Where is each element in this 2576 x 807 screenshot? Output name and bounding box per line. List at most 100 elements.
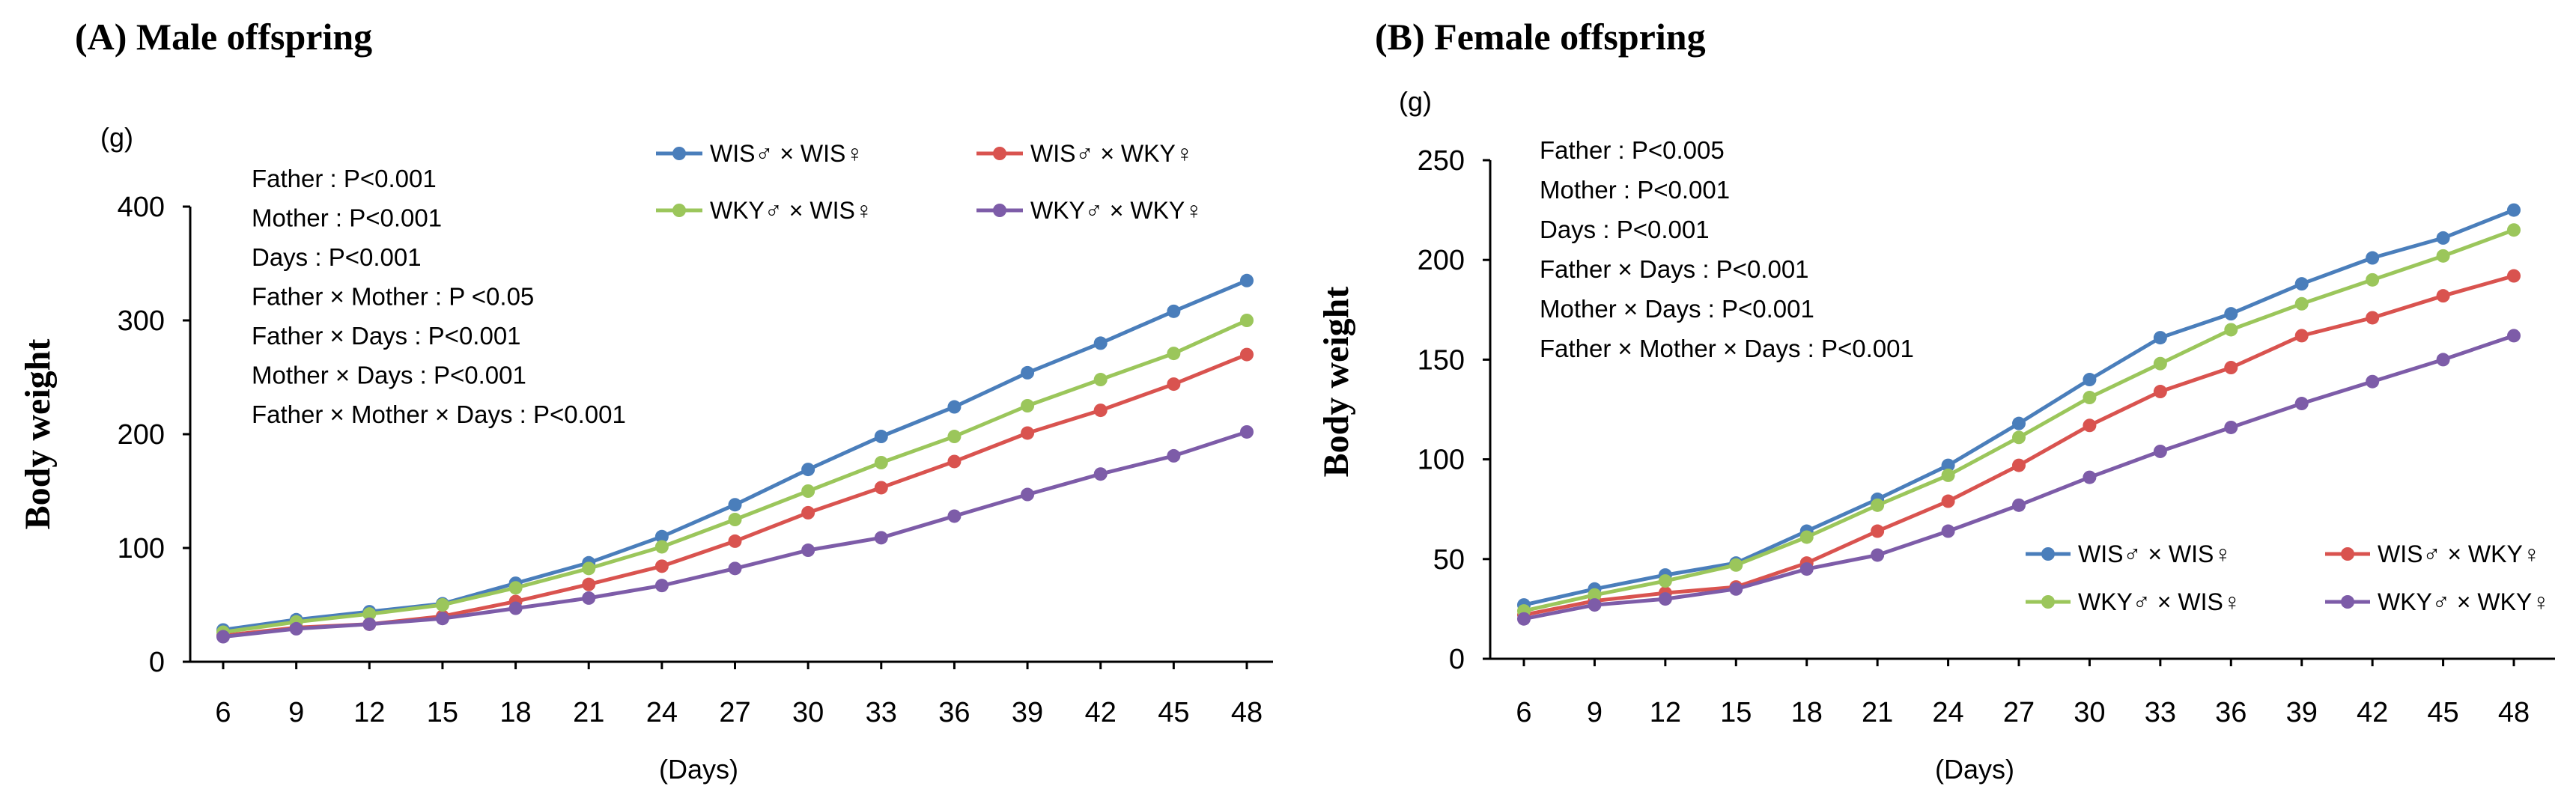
- x-tick-label: 48: [1231, 697, 1263, 728]
- data-point: [1240, 314, 1254, 327]
- panel-b-stats: Father : P<0.005 Mother : P<0.001 Days : P…: [1540, 136, 1914, 362]
- stat-line: Father × Days : P<0.001: [1540, 255, 1809, 283]
- legend-label: WIS♂ × WKY♀: [1030, 140, 1194, 167]
- series-line: [222, 430, 1248, 639]
- data-point: [1021, 399, 1035, 412]
- data-point: [947, 400, 962, 414]
- panel-a-title: (A) Male offspring: [75, 16, 372, 58]
- data-point: [2436, 249, 2450, 263]
- data-point: [2507, 203, 2521, 217]
- x-tick-label: 18: [1791, 697, 1823, 728]
- panel-b-plot: 0 50 100 150 200 250 6 9 12 15 18 21 24 27 30 33 36 39 42 4…: [1418, 145, 2555, 728]
- data-point: [1021, 426, 1035, 440]
- data-point: [2083, 391, 2097, 405]
- x-tick-label: 45: [2427, 697, 2458, 728]
- legend-marker: [2341, 595, 2354, 609]
- x-tick-label: 30: [792, 697, 824, 728]
- x-tick-label: 48: [2498, 697, 2530, 728]
- panel-b: (B) Female offspring (g) Body weight (Da…: [1316, 16, 2555, 785]
- x-tick-label: 42: [2357, 697, 2388, 728]
- data-point: [1871, 548, 1885, 562]
- legend-marker: [2041, 595, 2055, 609]
- data-point: [2294, 329, 2309, 343]
- panel-a-x-axis-label: (Days): [659, 754, 738, 785]
- x-tick-label: 24: [646, 697, 678, 728]
- legend-label: WIS♂ × WKY♀: [2378, 540, 2541, 567]
- data-point: [801, 505, 815, 520]
- data-point: [2366, 374, 2380, 389]
- panel-a-plot: 0 100 200 300 400 6 9 12 15 18 21 24 27 30 33 36 39 42 45 4…: [118, 192, 1273, 728]
- x-tick-label: 27: [719, 697, 750, 728]
- x-tick-label: 24: [1932, 697, 1963, 728]
- series-line: [1523, 274, 2515, 617]
- x-tick-label: 39: [1012, 697, 1043, 728]
- x-tick-label: 42: [1085, 697, 1117, 728]
- y-tick-label: 400: [118, 192, 165, 223]
- data-point: [2012, 498, 2026, 512]
- data-point: [1658, 592, 1672, 606]
- data-point: [1240, 273, 1254, 287]
- x-tick-label: 6: [1516, 697, 1531, 728]
- data-point: [1941, 468, 1955, 482]
- data-point: [289, 621, 303, 636]
- data-point: [2366, 251, 2380, 265]
- data-point: [1093, 467, 1108, 481]
- data-point: [2436, 289, 2450, 303]
- data-point: [1658, 574, 1672, 588]
- data-point: [435, 598, 449, 612]
- stat-line: Mother × Days : P<0.001: [1540, 295, 1814, 323]
- panel-b-x-axis-label: (Days): [1935, 754, 2014, 785]
- data-point: [2153, 331, 2167, 345]
- data-point: [2012, 430, 2026, 445]
- legend-marker: [993, 147, 1006, 160]
- data-point: [362, 607, 377, 621]
- stat-line: Father : P<0.001: [252, 165, 437, 192]
- data-point: [2083, 418, 2097, 433]
- data-point: [1871, 498, 1885, 512]
- panel-a: (A) Male offspring (g) Body weight (Days…: [18, 16, 1273, 785]
- data-point: [1729, 558, 1743, 572]
- data-point: [582, 561, 596, 576]
- data-point: [2224, 307, 2238, 321]
- legend-label: WKY♂ × WIS♀: [2078, 588, 2241, 615]
- x-tick-label: 21: [1862, 697, 1893, 728]
- x-tick-label: 36: [2215, 697, 2247, 728]
- stat-line: Father × Mother : P <0.05: [252, 283, 534, 311]
- data-point: [947, 509, 962, 523]
- data-point: [947, 454, 962, 469]
- x-tick-label: 33: [866, 697, 897, 728]
- data-point: [2507, 223, 2521, 237]
- data-point: [1941, 458, 1955, 472]
- data-point: [2224, 323, 2238, 337]
- x-tick-label: 27: [2003, 697, 2035, 728]
- data-point: [1941, 494, 1955, 508]
- data-point: [2224, 361, 2238, 375]
- data-point: [1167, 347, 1181, 361]
- panel-a-y-axis-label: Body weight: [18, 339, 58, 530]
- stat-line: Mother : P<0.001: [252, 204, 442, 232]
- data-point: [801, 543, 815, 558]
- panel-b-y-unit: (g): [1399, 86, 1432, 117]
- data-point: [874, 531, 888, 545]
- data-point: [508, 601, 523, 615]
- y-tick-label: 200: [118, 419, 165, 451]
- data-point: [1240, 347, 1254, 362]
- data-point: [1167, 377, 1181, 392]
- data-point: [1871, 524, 1885, 538]
- panel-a-legend: WIS♂ × WIS♀ WIS♂ × WKY♀ WKY♂ × WIS♀ WKY♂ × …: [656, 140, 1203, 224]
- y-tick-label: 100: [1418, 445, 1465, 476]
- data-point: [2083, 470, 2097, 484]
- x-tick-label: 15: [427, 697, 458, 728]
- panel-b-title: (B) Female offspring: [1375, 16, 1706, 58]
- data-point: [2507, 269, 2521, 283]
- legend-marker: [993, 204, 1006, 217]
- data-point: [1021, 365, 1035, 380]
- stat-line: Father × Mother × Days : P<0.001: [252, 401, 626, 428]
- data-point: [2012, 458, 2026, 472]
- data-point: [2083, 373, 2097, 387]
- panel-a-y-unit: (g): [100, 122, 133, 153]
- data-point: [1240, 424, 1254, 439]
- data-point: [728, 534, 742, 548]
- data-point: [362, 617, 377, 631]
- legend-label: WKY♂ × WKY♀: [1030, 197, 1203, 224]
